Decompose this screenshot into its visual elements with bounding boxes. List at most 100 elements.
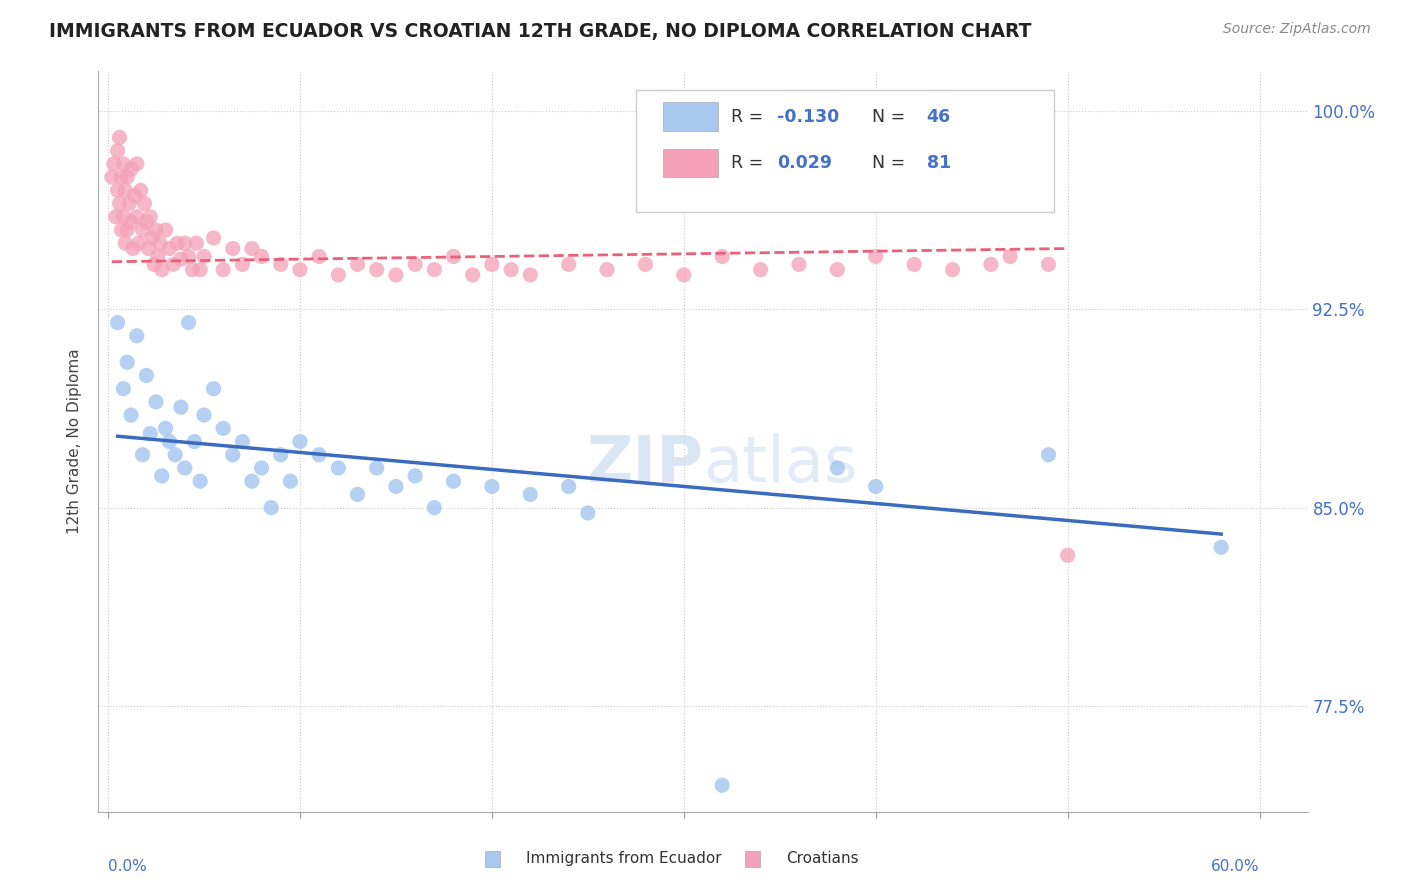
Point bbox=[308, 448, 330, 462]
Point bbox=[827, 461, 849, 475]
Text: 81: 81 bbox=[927, 154, 950, 172]
Point bbox=[129, 183, 152, 197]
Point bbox=[104, 210, 127, 224]
Text: -0.130: -0.130 bbox=[776, 108, 839, 126]
Point bbox=[596, 262, 619, 277]
Point bbox=[170, 400, 193, 414]
Point bbox=[499, 262, 522, 277]
Point bbox=[135, 215, 157, 229]
Point bbox=[212, 262, 235, 277]
Point bbox=[212, 421, 235, 435]
Text: R =: R = bbox=[731, 154, 769, 172]
Point bbox=[260, 500, 283, 515]
Point bbox=[481, 257, 503, 271]
Point bbox=[222, 448, 245, 462]
FancyBboxPatch shape bbox=[664, 149, 717, 178]
Point bbox=[131, 448, 153, 462]
Text: R =: R = bbox=[731, 108, 769, 126]
Point bbox=[150, 262, 173, 277]
Point bbox=[143, 257, 166, 271]
Point bbox=[1056, 548, 1078, 562]
Point bbox=[193, 250, 215, 264]
Text: N =: N = bbox=[862, 154, 911, 172]
Point bbox=[122, 242, 145, 256]
Point bbox=[308, 250, 330, 264]
Text: 0.0%: 0.0% bbox=[108, 859, 146, 874]
Point bbox=[135, 368, 157, 383]
Point bbox=[170, 252, 193, 266]
Point bbox=[103, 157, 125, 171]
Point bbox=[481, 479, 503, 493]
Point bbox=[250, 250, 273, 264]
Point bbox=[865, 250, 887, 264]
Point bbox=[202, 382, 225, 396]
Point bbox=[385, 479, 408, 493]
Point bbox=[188, 262, 211, 277]
Point bbox=[366, 461, 388, 475]
Text: 0.029: 0.029 bbox=[776, 154, 832, 172]
Point bbox=[980, 257, 1002, 271]
Point bbox=[186, 236, 208, 251]
Point bbox=[941, 262, 963, 277]
Point bbox=[145, 395, 167, 409]
Text: Croatians: Croatians bbox=[786, 851, 859, 865]
Point bbox=[162, 257, 184, 271]
Point bbox=[193, 408, 215, 422]
Point bbox=[998, 250, 1021, 264]
Point bbox=[146, 250, 169, 264]
Point bbox=[150, 469, 173, 483]
Point bbox=[181, 262, 204, 277]
Point bbox=[346, 487, 368, 501]
Point bbox=[110, 223, 132, 237]
Point bbox=[101, 170, 124, 185]
Point bbox=[108, 130, 131, 145]
Point bbox=[250, 461, 273, 475]
Point bbox=[125, 210, 148, 224]
Point bbox=[404, 469, 426, 483]
Point bbox=[288, 262, 311, 277]
Point bbox=[125, 157, 148, 171]
Point bbox=[131, 223, 153, 237]
Point bbox=[711, 250, 734, 264]
Point bbox=[114, 236, 136, 251]
Point bbox=[107, 144, 129, 158]
Point bbox=[443, 250, 465, 264]
Point bbox=[155, 223, 177, 237]
Point bbox=[519, 268, 541, 282]
Point bbox=[112, 157, 135, 171]
Text: atlas: atlas bbox=[703, 433, 858, 495]
Point bbox=[749, 262, 772, 277]
Point bbox=[672, 268, 695, 282]
Point bbox=[165, 448, 187, 462]
Point bbox=[404, 257, 426, 271]
Point bbox=[270, 448, 292, 462]
Point bbox=[177, 250, 200, 264]
Point bbox=[112, 210, 135, 224]
FancyBboxPatch shape bbox=[664, 103, 717, 130]
Point bbox=[443, 474, 465, 488]
Point bbox=[366, 262, 388, 277]
Text: IMMIGRANTS FROM ECUADOR VS CROATIAN 12TH GRADE, NO DIPLOMA CORRELATION CHART: IMMIGRANTS FROM ECUADOR VS CROATIAN 12TH… bbox=[49, 22, 1032, 41]
Text: 60.0%: 60.0% bbox=[1211, 859, 1260, 874]
Point bbox=[222, 242, 245, 256]
Point bbox=[903, 257, 925, 271]
Point bbox=[1038, 448, 1060, 462]
Point bbox=[120, 215, 142, 229]
Point bbox=[787, 257, 810, 271]
Text: ZIP: ZIP bbox=[586, 433, 703, 495]
Point bbox=[557, 257, 579, 271]
Point bbox=[115, 223, 138, 237]
Point bbox=[288, 434, 311, 449]
Point bbox=[139, 210, 162, 224]
Point bbox=[270, 257, 292, 271]
Point bbox=[557, 479, 579, 493]
Text: 46: 46 bbox=[927, 108, 950, 126]
Point bbox=[166, 236, 188, 251]
Point bbox=[328, 268, 350, 282]
Point bbox=[240, 242, 263, 256]
Point bbox=[188, 474, 211, 488]
Text: N =: N = bbox=[862, 108, 911, 126]
Point bbox=[114, 183, 136, 197]
Point bbox=[125, 328, 148, 343]
Point bbox=[141, 231, 163, 245]
